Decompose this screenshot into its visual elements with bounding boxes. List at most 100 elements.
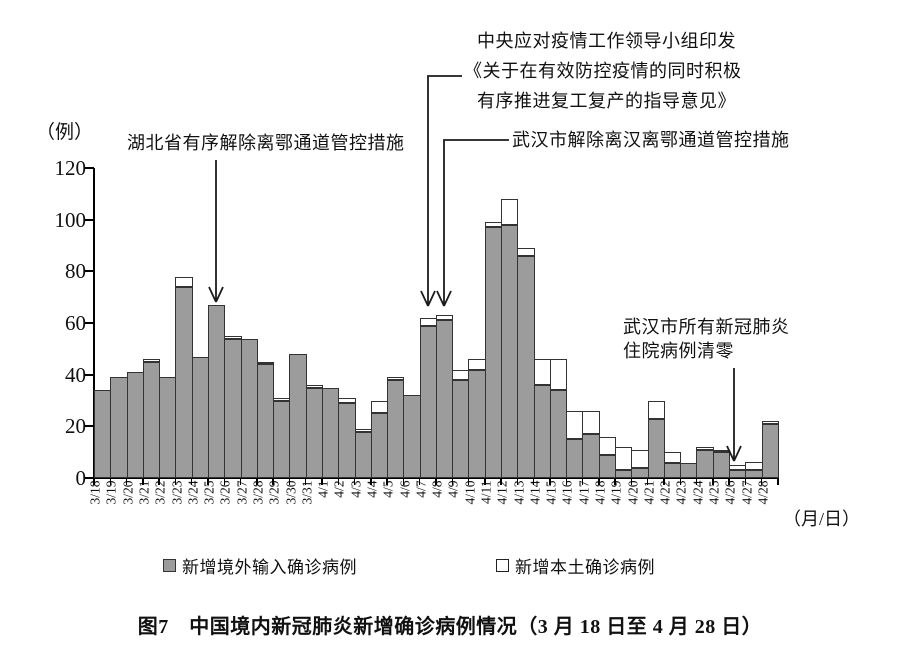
x-tick-label-4/12: 4/12 (494, 480, 510, 505)
bar-segment-local (501, 199, 519, 225)
y-axis-unit-label: （例） (36, 122, 94, 143)
x-tick (646, 479, 649, 485)
legend-item-imported: 新增境外输入确诊病例 (163, 553, 357, 578)
x-tick-label-4/16: 4/16 (559, 480, 575, 505)
x-tick (760, 479, 763, 485)
x-tick (484, 479, 486, 485)
x-tick-label-4/6: 4/6 (397, 480, 413, 498)
x-tick-label-4/13: 4/13 (511, 480, 527, 505)
bar-4/4 (370, 400, 389, 478)
bar-4/21 (647, 400, 665, 478)
x-tick-label-3/24: 3/24 (185, 480, 201, 505)
x-tick-label-4/9: 4/9 (445, 480, 461, 498)
bar-segment-imported (207, 304, 226, 478)
bar-4/18 (598, 436, 616, 478)
x-tick-label-3/22: 3/22 (152, 480, 168, 505)
bar-4/10 (468, 359, 486, 478)
x-tick (614, 479, 616, 485)
x-tick-label-3/26: 3/26 (217, 480, 233, 505)
bar-segment-imported (680, 462, 698, 478)
bar-3/31 (305, 385, 323, 478)
bar-segment-local (663, 452, 682, 463)
x-tick-label-4/11: 4/11 (478, 480, 494, 505)
x-tick-label-3/23: 3/23 (169, 480, 185, 505)
x-tick-label-4/2: 4/2 (331, 480, 347, 498)
x-tick (777, 479, 779, 485)
bar-4/1 (321, 387, 340, 478)
x-tick (402, 479, 405, 485)
x-tick-label-4/14: 4/14 (527, 480, 543, 505)
x-tick-label-3/18: 3/18 (87, 480, 103, 505)
y-axis-line (93, 168, 95, 479)
bar-segment-local (566, 410, 584, 440)
x-tick (353, 479, 356, 485)
x-tick (272, 479, 274, 485)
bar-segment-imported (712, 452, 730, 478)
y-tick-80 (85, 270, 94, 273)
bar-4/9 (452, 369, 470, 478)
bar-segment-imported (663, 462, 682, 478)
bar-segment-imported (468, 369, 486, 478)
x-tick (451, 479, 454, 485)
x-tick (174, 479, 177, 485)
bar-segment-imported (582, 434, 600, 478)
x-tick (744, 479, 747, 485)
x-tick-label-4/4: 4/4 (364, 480, 380, 498)
bar-segment-imported (745, 470, 763, 478)
x-tick-label-4/5: 4/5 (380, 480, 396, 498)
bar-4/26 (728, 465, 747, 478)
bar-segment-local (387, 377, 405, 380)
x-tick-label-4/21: 4/21 (641, 480, 657, 505)
bar-segment-imported (387, 379, 405, 478)
bar-segment-imported (159, 377, 177, 478)
x-tick-label-4/3: 4/3 (348, 480, 364, 498)
legend-swatch-local-icon (496, 559, 509, 572)
x-tick-label-4/7: 4/7 (413, 480, 429, 498)
bar-4/2 (338, 397, 356, 478)
bar-segment-imported (110, 377, 128, 478)
x-tick (304, 479, 307, 485)
x-tick (532, 479, 535, 485)
bar-segment-local (761, 421, 779, 424)
bar-4/24 (696, 447, 714, 478)
y-tick-label-20: 20 (65, 414, 86, 439)
bar-segment-imported (761, 423, 779, 478)
legend-label-imported: 新增境外输入确诊病例 (182, 558, 357, 577)
bar-4/5 (387, 377, 405, 478)
x-tick (158, 479, 160, 485)
bar-segment-local (517, 248, 535, 256)
legend-label-local: 新增本土确诊病例 (515, 558, 655, 577)
x-tick-label-3/20: 3/20 (120, 480, 136, 505)
bar-3/29 (273, 397, 291, 478)
x-tick-label-4/17: 4/17 (576, 480, 592, 505)
annotation-central-guidance: 中央应对疫情工作领导小组印发 《关于在有效防控疫情的同时积极 有序推进复工复产的… (464, 26, 742, 116)
bar-4/8 (435, 315, 454, 478)
y-tick-label-40: 40 (65, 362, 86, 387)
bar-4/28 (761, 421, 779, 478)
legend-item-local: 新增本土确诊病例 (496, 553, 655, 578)
bar-4/13 (517, 248, 535, 478)
x-tick-label-4/28: 4/28 (755, 480, 771, 505)
bar-segment-local (582, 410, 600, 435)
x-tick (630, 479, 633, 485)
x-axis-unit-label: （月/日） (783, 509, 861, 529)
x-tick (190, 479, 193, 485)
bar-segment-imported (647, 418, 665, 478)
bar-segment-imported (598, 454, 616, 478)
bar-segment-imported (435, 320, 454, 478)
bar-segment-imported (338, 403, 356, 478)
bar-segment-local (468, 359, 486, 370)
bar-segment-imported (94, 390, 112, 478)
bar-segment-imported (419, 325, 437, 478)
y-tick-120 (85, 167, 94, 169)
x-tick (288, 479, 291, 485)
x-tick-label-3/31: 3/31 (299, 480, 315, 505)
bar-4/19 (615, 446, 633, 478)
bar-segment-local (224, 335, 242, 339)
bar-segment-imported (533, 385, 551, 478)
bar-3/20 (126, 372, 144, 478)
bar-4/27 (745, 462, 763, 478)
bar-3/22 (159, 377, 177, 478)
bar-plot-area (94, 168, 779, 478)
